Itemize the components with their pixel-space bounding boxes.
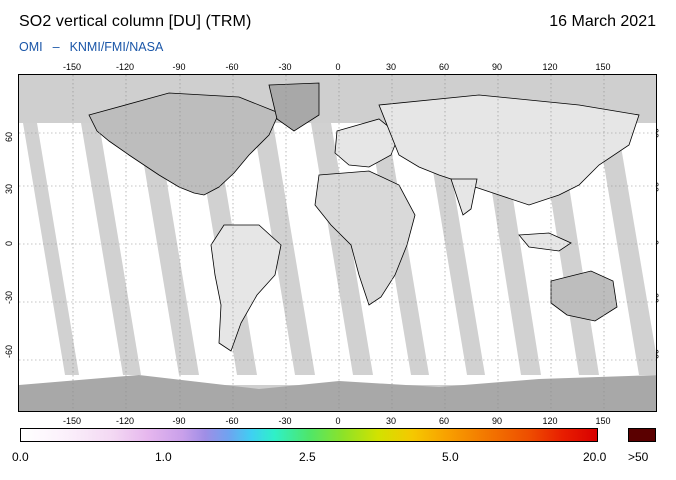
lon-tick-bottom: -90 <box>172 416 186 426</box>
colorbar-overflow-swatch <box>628 428 656 442</box>
credit-agencies: KNMI/FMI/NASA <box>69 40 164 54</box>
lon-tick-top: -60 <box>225 62 239 72</box>
india <box>450 178 478 216</box>
asia <box>378 94 640 206</box>
lon-tick-bottom: -150 <box>62 416 82 426</box>
lon-tick-bottom: -30 <box>278 416 292 426</box>
lon-tick-top: 120 <box>542 62 558 72</box>
credit-instrument: OMI <box>19 40 43 54</box>
lon-tick-top: 30 <box>385 62 397 72</box>
lat-tick-left: 30 <box>4 183 14 194</box>
lat-tick-left: 60 <box>4 131 14 142</box>
continents <box>88 82 640 352</box>
colorbar <box>20 428 598 442</box>
lon-tick-top: -120 <box>115 62 135 72</box>
antarctica-land <box>19 375 656 411</box>
graticule <box>19 75 656 411</box>
lon-tick-top: -90 <box>172 62 186 72</box>
colorbar-label: 0.0 <box>12 450 29 464</box>
lat-tick-left: -30 <box>4 290 14 304</box>
lon-tick-bottom: -120 <box>115 416 135 426</box>
lon-tick-bottom: 150 <box>595 416 611 426</box>
colorbar-overflow-label: >50 <box>628 450 649 464</box>
lon-tick-top: 0 <box>335 62 341 72</box>
colorbar-label: 1.0 <box>155 450 172 464</box>
map-title: SO2 vertical column [DU] (TRM) <box>19 13 252 30</box>
colorbar-label: 20.0 <box>583 450 607 464</box>
credit-separator: – <box>52 40 60 54</box>
data-credit: OMI – KNMI/FMI/NASA <box>19 40 163 54</box>
map-canvas <box>19 75 656 411</box>
lon-tick-bottom: -60 <box>225 416 239 426</box>
north-america <box>88 92 280 196</box>
so2-world-map <box>18 74 657 412</box>
lat-tick-left: -60 <box>4 344 14 358</box>
lon-tick-top: -30 <box>278 62 292 72</box>
greenland <box>268 82 320 132</box>
map-date: 16 March 2021 <box>549 13 656 30</box>
lon-tick-top: -150 <box>62 62 82 72</box>
indonesia <box>518 232 572 252</box>
lat-tick-left: 0 <box>4 240 14 246</box>
lon-tick-bottom: 30 <box>385 416 397 426</box>
south-america <box>210 224 282 352</box>
colorbar-label: 2.5 <box>299 450 316 464</box>
lon-tick-top: 60 <box>438 62 450 72</box>
lon-tick-bottom: 90 <box>491 416 503 426</box>
africa <box>314 170 416 306</box>
lon-tick-top: 90 <box>491 62 503 72</box>
europe <box>334 118 400 168</box>
lon-tick-bottom: 120 <box>542 416 558 426</box>
colorbar-label: 5.0 <box>442 450 459 464</box>
lon-tick-bottom: 60 <box>438 416 450 426</box>
lon-tick-top: 150 <box>595 62 611 72</box>
lon-tick-bottom: 0 <box>335 416 341 426</box>
australia <box>550 270 618 322</box>
